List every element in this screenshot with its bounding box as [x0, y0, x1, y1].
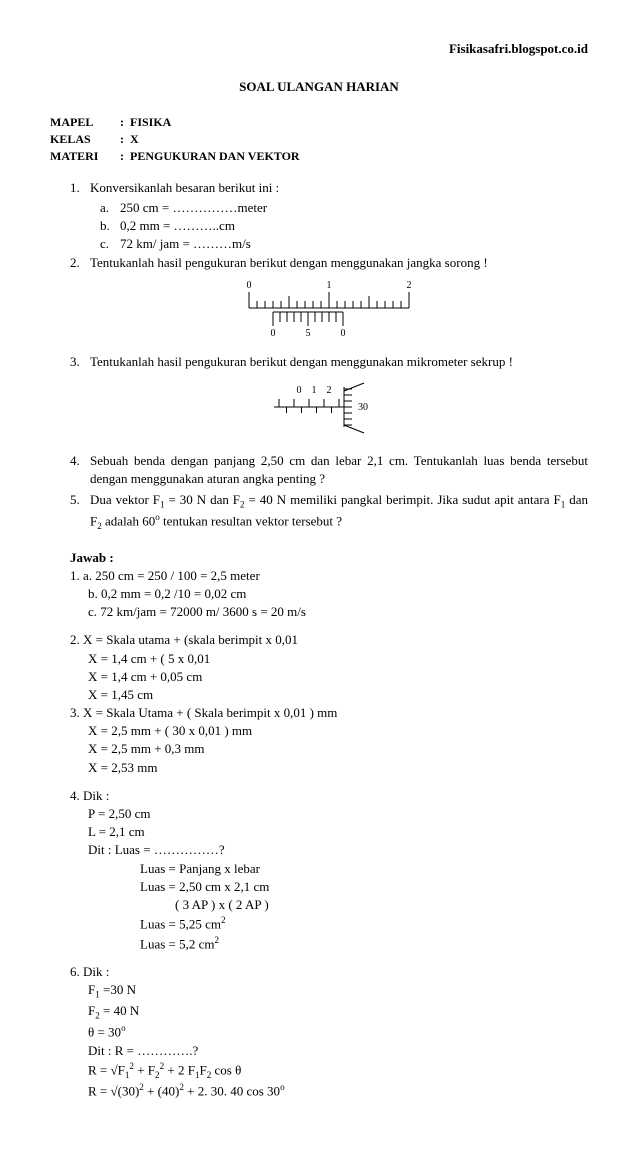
meta-materi-label: MATERI	[50, 148, 120, 165]
a4-l4: Dit : Luas = ……………?	[88, 841, 588, 859]
a1-l1: 1. a. 250 cm = 250 / 100 = 2,5 meter	[70, 567, 588, 585]
a4-l8: Luas = 5,25 cm2	[140, 914, 588, 934]
answer-4: 4. Dik : P = 2,50 cm L = 2,1 cm Dit : Lu…	[70, 787, 588, 953]
q2-num: 2.	[70, 254, 90, 272]
a1-l3: c. 72 km/jam = 72000 m/ 3600 s = 20 m/s	[88, 603, 588, 621]
a1-l2: b. 0,2 mm = 0,2 /10 = 0,02 cm	[88, 585, 588, 603]
a4-l7: ( 3 AP ) x ( 2 AP )	[175, 896, 588, 914]
answer-2: 2. X = Skala utama + (skala berimpit x 0…	[70, 631, 588, 704]
meta-kelas-label: KELAS	[50, 131, 120, 148]
q1c-text: 72 km/ jam = ………m/s	[120, 235, 251, 253]
answer-1: 1. a. 250 cm = 250 / 100 = 2,5 meter b. …	[70, 567, 588, 622]
header-url: Fisikasafri.blogspot.co.id	[50, 40, 588, 58]
a3-l1: 3. X = Skala Utama + ( Skala berimpit x …	[70, 704, 588, 722]
q1-num: 1.	[70, 179, 90, 197]
svg-text:2: 2	[327, 385, 332, 396]
meta-kelas-value: X	[130, 131, 139, 148]
q1-body: Konversikanlah besaran berikut ini :	[90, 179, 588, 197]
q1a-label: a.	[100, 199, 120, 217]
svg-text:5: 5	[306, 328, 311, 338]
a4-l1: 4. Dik :	[70, 787, 588, 805]
a6-l7: R = √(30)2 + (40)2 + 2. 30. 40 cos 30o	[88, 1081, 588, 1101]
question-4: 4. Sebuah benda dengan panjang 2,50 cm d…	[70, 452, 588, 488]
a2-l4: X = 1,45 cm	[88, 686, 588, 704]
a3-l2: X = 2,5 mm + ( 30 x 0,01 ) mm	[88, 722, 588, 740]
answer-6: 6. Dik : F1 =30 N F2 = 40 N θ = 30o Dit …	[70, 963, 588, 1101]
meta-mapel-label: MAPEL	[50, 114, 120, 131]
meta-block: MAPEL : FISIKA KELAS : X MATERI : PENGUK…	[50, 114, 588, 164]
colon: :	[120, 131, 130, 148]
colon: :	[120, 114, 130, 131]
q5-body: Dua vektor F1 = 30 N dan F2 = 40 N memil…	[90, 491, 588, 533]
a6-l3: F2 = 40 N	[88, 1002, 588, 1022]
question-2: 2. Tentukanlah hasil pengukuran berikut …	[70, 254, 588, 272]
svg-text:1: 1	[327, 280, 332, 291]
a6-l4: θ = 30o	[88, 1022, 588, 1042]
svg-text:0: 0	[271, 328, 276, 338]
meta-mapel-value: FISIKA	[130, 114, 171, 131]
a3-l3: X = 2,5 mm + 0,3 mm	[88, 740, 588, 758]
micrometer-diagram: 012 30	[70, 377, 588, 442]
a4-l2: P = 2,50 cm	[88, 805, 588, 823]
q3-num: 3.	[70, 353, 90, 371]
jawab-header: Jawab :	[70, 549, 588, 567]
q1b-label: b.	[100, 217, 120, 235]
a4-l6: Luas = 2,50 cm x 2,1 cm	[140, 878, 588, 896]
q1b-text: 0,2 mm = ………..cm	[120, 217, 235, 235]
colon: :	[120, 148, 130, 165]
a2-l3: X = 1,4 cm + 0,05 cm	[88, 668, 588, 686]
question-3: 3. Tentukanlah hasil pengukuran berikut …	[70, 353, 588, 371]
a2-l2: X = 1,4 cm + ( 5 x 0,01	[88, 650, 588, 668]
svg-text:0: 0	[247, 280, 252, 291]
question-list: 1. Konversikanlah besaran berikut ini : …	[70, 179, 588, 533]
question-5: 5. Dua vektor F1 = 30 N dan F2 = 40 N me…	[70, 491, 588, 533]
q4-num: 4.	[70, 452, 90, 488]
a6-l2: F1 =30 N	[88, 981, 588, 1001]
q5-num: 5.	[70, 491, 90, 533]
a4-l5: Luas = Panjang x lebar	[140, 860, 588, 878]
a3-l4: X = 2,53 mm	[88, 759, 588, 777]
q1c-label: c.	[100, 235, 120, 253]
vernier-diagram: 0 1 2 0 5 0	[70, 278, 588, 343]
svg-text:0: 0	[341, 328, 346, 338]
q2-body: Tentukanlah hasil pengukuran berikut den…	[90, 254, 588, 272]
answer-3: 3. X = Skala Utama + ( Skala berimpit x …	[70, 704, 588, 777]
question-1: 1. Konversikanlah besaran berikut ini :	[70, 179, 588, 197]
a4-l9: Luas = 5,2 cm2	[140, 934, 588, 954]
a6-l1: 6. Dik :	[70, 963, 588, 981]
q1a-text: 250 cm = ……………meter	[120, 199, 267, 217]
q4-body: Sebuah benda dengan panjang 2,50 cm dan …	[90, 452, 588, 488]
a2-l1: 2. X = Skala utama + (skala berimpit x 0…	[70, 631, 588, 649]
q3-body: Tentukanlah hasil pengukuran berikut den…	[90, 353, 588, 371]
meta-materi-value: PENGUKURAN DAN VEKTOR	[130, 148, 300, 165]
a6-l6: R = √F12 + F22 + 2 F1F2 cos θ	[88, 1060, 588, 1082]
svg-text:1: 1	[312, 385, 317, 396]
svg-text:2: 2	[407, 280, 412, 291]
page-title: SOAL ULANGAN HARIAN	[50, 78, 588, 96]
svg-text:30: 30	[358, 402, 368, 413]
svg-text:0: 0	[297, 385, 302, 396]
a4-l3: L = 2,1 cm	[88, 823, 588, 841]
